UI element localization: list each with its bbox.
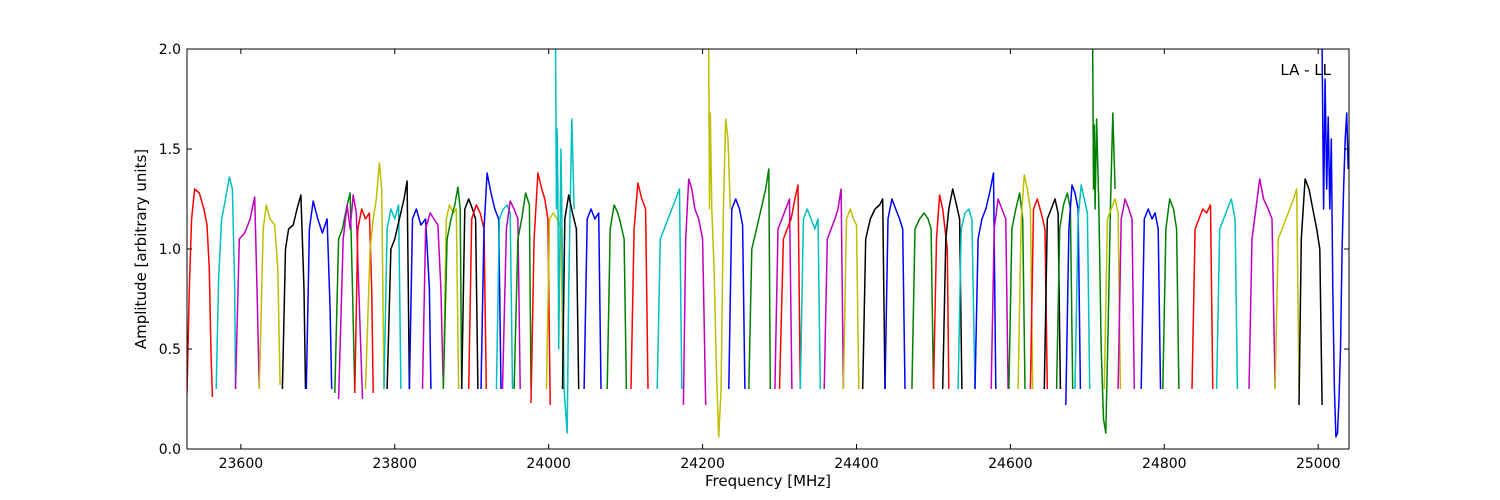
series-line-14 (442, 204, 460, 390)
x-tick-label: 24600 (988, 456, 1033, 472)
series-line-33 (748, 168, 772, 390)
series-line-24 (554, 49, 575, 434)
series-line-39 (861, 198, 886, 390)
series-line-57 (1140, 208, 1162, 390)
series-line-26 (583, 208, 602, 390)
series-line-10 (383, 204, 402, 390)
series-line-9 (364, 162, 385, 390)
series-line-5 (305, 200, 333, 390)
x-tick-label: 23600 (219, 456, 264, 472)
series-line-56 (1117, 198, 1136, 390)
series-line-61 (1248, 178, 1276, 390)
y-tick-label: 1.0 (159, 242, 181, 258)
x-tick-label: 24400 (834, 456, 879, 472)
series-line-31 (707, 49, 732, 438)
series-line-37 (823, 188, 845, 390)
series-line-35 (778, 184, 802, 390)
series-line-49 (1029, 198, 1049, 390)
series-line-43 (941, 188, 963, 390)
series-line-7 (337, 194, 364, 400)
ticks-group: 23600 23800 24000 24200 24400 24600 24800 25000… (159, 42, 1349, 472)
series-line-23 (545, 212, 565, 390)
series-line-12 (408, 208, 432, 390)
y-tick-label: 0.5 (159, 342, 181, 358)
series-line-8 (354, 208, 374, 394)
x-tick-label: 23800 (373, 456, 418, 472)
x-tick-label: 25000 (1296, 456, 1341, 472)
series-line-44 (957, 208, 976, 390)
series-line-32 (728, 198, 746, 390)
plot-annotation: LA - LL (1280, 61, 1331, 79)
series-line-58 (1162, 198, 1180, 390)
series-line-13 (421, 212, 445, 390)
series-line-25 (561, 194, 580, 390)
series-line-50 (1043, 198, 1062, 390)
series-line-51 (1055, 192, 1074, 390)
series-line-34 (774, 198, 793, 390)
series-line-46 (990, 198, 1009, 390)
series-line-4 (281, 194, 307, 390)
series-line-38 (842, 208, 860, 390)
series-group (187, 49, 1349, 438)
series-line-17 (467, 204, 488, 390)
series-line-42 (932, 194, 950, 390)
series-line-36 (799, 208, 822, 390)
series-line-28 (630, 182, 649, 390)
x-tick-label: 24200 (680, 456, 725, 472)
x-tick-label: 24000 (526, 456, 571, 472)
series-line-3 (258, 204, 281, 390)
y-tick-label: 1.5 (159, 142, 181, 158)
y-tick-label: 2.0 (159, 42, 181, 58)
series-line-60 (1215, 198, 1239, 390)
series-line-11 (386, 180, 411, 390)
series-line-45 (974, 172, 997, 390)
series-line-15 (442, 186, 463, 390)
series-line-62 (1274, 188, 1300, 390)
x-axis-label: Frequency [MHz] (705, 472, 831, 490)
series-line-1 (215, 176, 237, 390)
series-line-30 (682, 178, 707, 406)
series-line-27 (606, 204, 628, 390)
series-line-48 (1017, 174, 1034, 390)
series-line-40 (884, 198, 906, 390)
series-line-2 (234, 196, 261, 390)
x-tick-label: 24800 (1142, 456, 1187, 472)
series-line-63 (1298, 178, 1323, 406)
y-tick-label: 0.0 (159, 442, 181, 458)
series-line-21 (513, 192, 532, 390)
series-line-41 (911, 212, 935, 390)
series-line-64 (1321, 49, 1349, 438)
series-line-53 (1074, 184, 1091, 390)
series-line-47 (1008, 192, 1026, 390)
series-line-59 (1191, 204, 1214, 390)
series-line-22 (530, 172, 551, 406)
series-line-19 (495, 204, 514, 390)
series-line-0 (187, 188, 214, 398)
series-line-29 (656, 188, 683, 390)
series-line-16 (460, 198, 479, 390)
series-line-55 (1103, 198, 1122, 390)
plot-area (187, 49, 1349, 449)
y-axis-label: Amplitude [arbitrary units] (132, 149, 150, 349)
